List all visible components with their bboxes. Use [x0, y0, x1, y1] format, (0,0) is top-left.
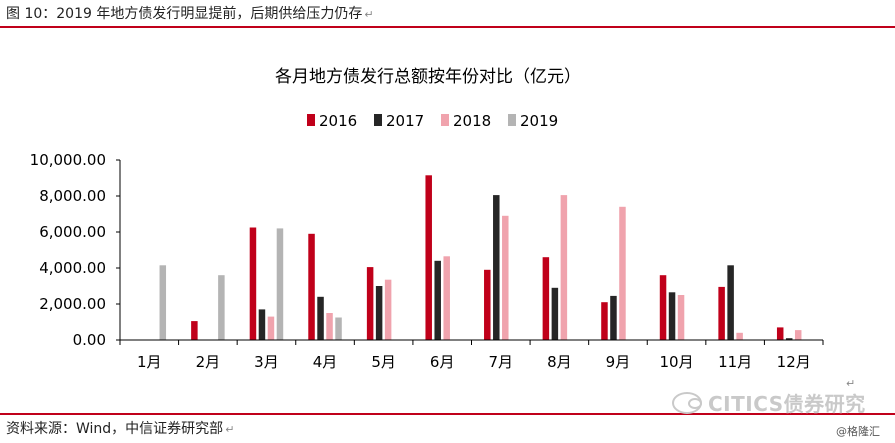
y-tick-label: 2,000.00	[39, 295, 106, 313]
bar-2019-4	[335, 317, 342, 340]
bar-2018-5	[384, 279, 392, 340]
x-tick-label: 11月	[718, 353, 752, 371]
bar-2019-2	[218, 275, 225, 340]
bar-2018-10	[677, 295, 685, 340]
bar-2018-12	[794, 330, 802, 340]
chart-legend: 2016 2017 2018 2019	[307, 112, 558, 130]
x-axis: 1月 2月 3月 4月 5月 6月 7月 8月 9月 10月 11月 12月	[119, 339, 824, 371]
legend-label-2018: 2018	[453, 112, 491, 130]
bar-2018-3	[267, 316, 275, 340]
bar-2016-10	[659, 275, 667, 340]
paragraph-mark-icon: ↵	[364, 8, 374, 21]
legend-swatch-2016	[307, 114, 315, 126]
bar-2018-9	[619, 206, 626, 340]
bottom-divider	[0, 413, 895, 415]
x-tick-label: 5月	[371, 353, 396, 371]
bar-2017-6	[434, 260, 441, 340]
watermark-text: CITICS债券研究	[708, 392, 866, 416]
bar-2016-9	[601, 302, 608, 340]
x-tick-label: 7月	[489, 353, 514, 371]
x-tick-label: 3月	[254, 353, 279, 371]
y-tick-label: 4,000.00	[39, 259, 106, 277]
source-note: 资料来源：Wind，中信证券研究部 ↵	[6, 418, 234, 438]
paragraph-mark-icon: ↵	[846, 377, 856, 390]
bar-2016-12	[776, 327, 784, 340]
bar-2017-12	[785, 338, 793, 340]
bar-2017-3	[258, 309, 266, 340]
y-tick-label: 8,000.00	[39, 187, 106, 205]
chart-title: 各月地方债发行总额按年份对比（亿元）	[275, 67, 581, 87]
x-tick-label: 9月	[606, 353, 631, 371]
credit-text: @格隆汇	[836, 425, 880, 438]
bar-2017-7	[493, 195, 500, 340]
bar-2019-1	[159, 265, 167, 340]
x-tick-label: 6月	[430, 353, 455, 371]
legend-swatch-2018	[441, 114, 449, 126]
bars-group	[159, 175, 802, 340]
bar-2016-2	[191, 321, 198, 340]
source-text: 资料来源：Wind，中信证券研究部	[6, 421, 224, 437]
bar-2016-7	[484, 269, 491, 340]
figure-caption-text: 图 10：2019 年地方债发行明显提前，后期供给压力仍存	[6, 6, 363, 22]
x-tick-label: 4月	[313, 353, 338, 371]
bar-2017-4	[317, 296, 324, 340]
bar-2017-10	[668, 292, 676, 340]
legend-swatch-2017	[374, 114, 382, 126]
bar-2017-8	[551, 287, 559, 340]
bar-chart: 各月地方债发行总额按年份对比（亿元） 2016 2017 2018 2019 0.00…	[30, 67, 824, 371]
figure-caption: 图 10：2019 年地方债发行明显提前，后期供给压力仍存 ↵	[6, 3, 374, 23]
bar-2017-9	[610, 295, 617, 340]
bar-2016-8	[542, 257, 550, 340]
bar-2016-5	[366, 267, 374, 340]
top-divider	[0, 26, 895, 28]
y-tick-label: 0.00	[73, 331, 106, 349]
x-tick-label: 12月	[777, 353, 811, 371]
bar-2016-4	[308, 233, 315, 340]
wechat-icon	[672, 391, 702, 414]
bar-2016-3	[249, 227, 257, 340]
bar-2017-11	[727, 265, 734, 340]
bar-2018-4	[326, 313, 333, 340]
paragraph-mark-icon: ↵	[225, 423, 235, 436]
legend-label-2019: 2019	[520, 112, 558, 130]
legend-label-2017: 2017	[386, 112, 424, 130]
bar-2018-8	[560, 195, 568, 340]
bar-2019-3	[276, 228, 284, 340]
bar-2016-11	[718, 286, 725, 340]
x-tick-label: 2月	[196, 353, 221, 371]
bar-2018-6	[443, 256, 450, 340]
legend-label-2016: 2016	[319, 112, 357, 130]
y-tick-label: 10,000.00	[30, 151, 106, 169]
x-tick-label: 10月	[659, 353, 693, 371]
x-tick-label: 8月	[547, 353, 572, 371]
watermark: CITICS债券研究	[672, 388, 866, 417]
bar-2018-7	[502, 215, 509, 340]
legend-swatch-2019	[508, 114, 516, 126]
y-tick-label: 6,000.00	[39, 223, 106, 241]
x-tick-label: 1月	[137, 353, 162, 371]
y-axis: 0.00 2,000.00 4,000.00 6,000.00 8,000.00 10,0…	[30, 151, 121, 349]
bar-2018-11	[736, 332, 743, 340]
bar-2016-6	[425, 175, 432, 340]
bar-2017-5	[375, 286, 383, 340]
